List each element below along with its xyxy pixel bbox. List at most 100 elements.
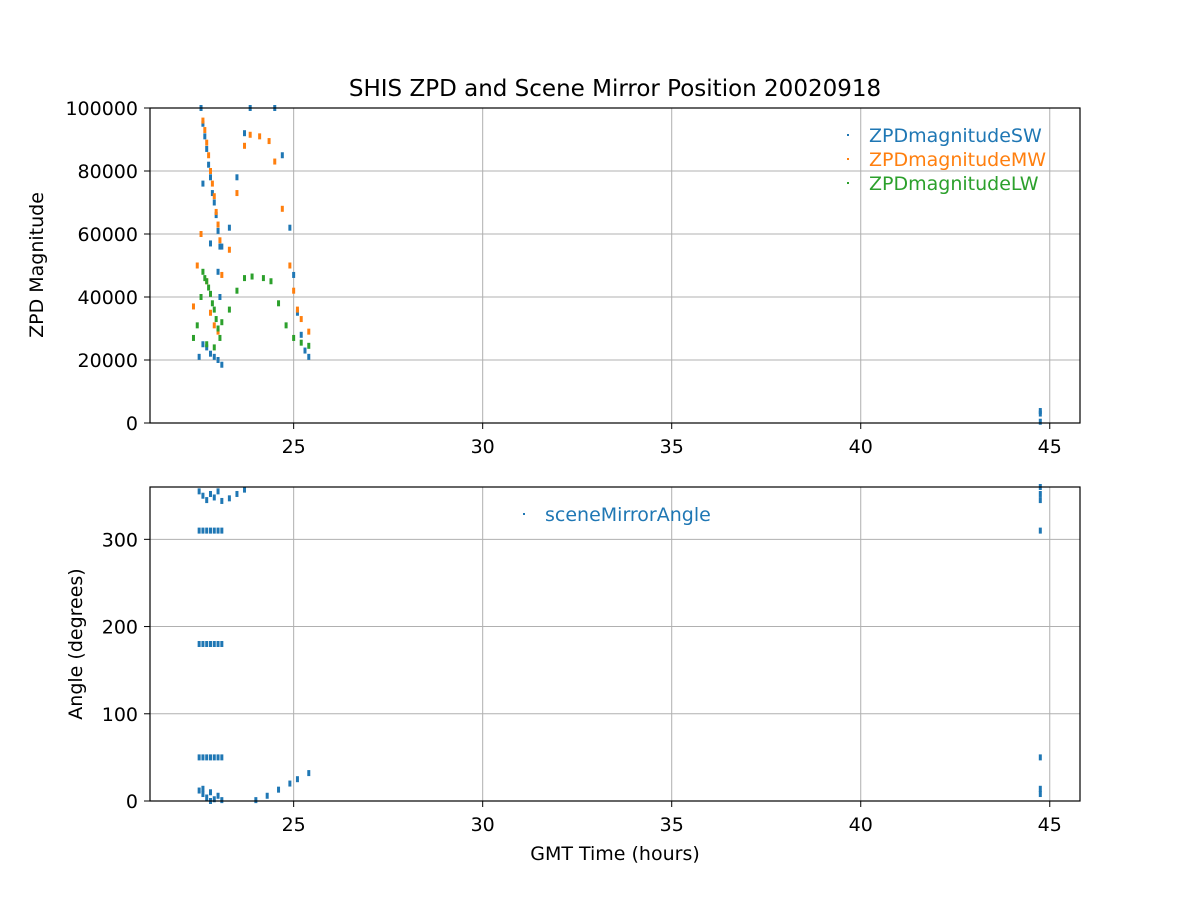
data-point: [210, 300, 214, 307]
zpd-y-axis-label: ZPD Magnitude: [26, 192, 48, 338]
data-point: [292, 271, 296, 278]
data-point: [207, 284, 211, 291]
data-point: [220, 754, 224, 761]
data-point: [191, 303, 195, 310]
data-point: [216, 357, 220, 363]
data-point: [205, 754, 209, 761]
x-axis-label: GMT Time (hours): [530, 843, 700, 865]
x-tick-label: 40: [849, 814, 873, 836]
data-point: [201, 492, 205, 499]
data-point: [1038, 418, 1042, 425]
data-point: [197, 641, 201, 647]
data-point: [201, 117, 205, 124]
data-point: [227, 224, 231, 231]
data-point: [212, 796, 216, 803]
data-point: [210, 180, 214, 187]
data-point: [210, 190, 214, 197]
data-point: [1038, 408, 1042, 415]
data-point: [235, 190, 239, 197]
data-point: [227, 495, 231, 502]
y-tick-label: 100000: [65, 98, 138, 120]
data-point: [292, 287, 296, 294]
data-point: [208, 490, 212, 497]
data-point: [208, 309, 212, 316]
data-point: [295, 306, 299, 313]
data-point: [214, 212, 218, 219]
data-point: [227, 246, 231, 253]
data-point: [208, 789, 212, 796]
data-point: [250, 273, 254, 280]
data-point: [288, 262, 292, 269]
y-tick-label: 100: [102, 704, 138, 726]
data-point: [277, 786, 281, 793]
data-point: [208, 174, 212, 181]
data-point: [307, 770, 311, 777]
data-point: [191, 334, 195, 341]
data-point: [201, 785, 205, 792]
data-point: [307, 328, 311, 335]
y-tick-label: 80000: [78, 161, 138, 183]
data-point: [205, 278, 209, 285]
y-tick-label: 300: [102, 529, 138, 551]
data-point: [307, 353, 311, 360]
data-point: [218, 237, 222, 244]
x-tick-label: 45: [1038, 814, 1062, 836]
data-point: [195, 262, 199, 269]
data-point: [220, 271, 224, 278]
data-point: [248, 131, 252, 138]
data-point: [208, 240, 212, 247]
zpd-magnitude-axes: 25 30 35 40 45 0 20000 40000 60000 80000 100000 ZP…: [26, 98, 1081, 458]
y-tick-label: 60000: [78, 224, 138, 246]
y-tick-label: 0: [126, 791, 138, 813]
data-point: [284, 322, 288, 329]
x-tick-label: 45: [1038, 436, 1062, 458]
x-tick-label: 25: [282, 436, 306, 458]
legend-marker: [847, 158, 849, 160]
data-point: [205, 641, 209, 647]
data-point: [212, 306, 216, 313]
data-point: [243, 486, 247, 493]
zpd-axes-frame: [149, 107, 1081, 424]
data-point: [277, 300, 281, 307]
data-point: [267, 138, 271, 145]
data-point: [220, 797, 224, 804]
data-point: [205, 527, 209, 534]
zpd-ticks: 25 30 35 40 45 0 20000 40000 60000 80000 100000: [65, 98, 1061, 458]
data-point: [201, 641, 205, 647]
data-point: [307, 342, 311, 349]
data-point: [214, 316, 218, 323]
angle-ticks: 25 30 35 40 45 0 100 200 300: [102, 529, 1062, 836]
mirror-angle-axes: 25 30 35 40 45 0 100 200 300 Angle (degrees) GMT…: [65, 484, 1081, 865]
data-point: [201, 180, 205, 187]
data-point: [235, 287, 239, 294]
data-point: [243, 142, 247, 149]
data-point: [1038, 527, 1042, 534]
data-point: [216, 328, 220, 335]
data-point: [299, 316, 303, 323]
data-point: [216, 325, 220, 332]
data-point: [208, 350, 212, 357]
x-tick-label: 40: [849, 436, 873, 458]
x-tick-label: 25: [282, 814, 306, 836]
data-point: [197, 527, 201, 534]
data-point: [216, 641, 220, 647]
data-point: [199, 294, 203, 300]
data-point: [288, 224, 292, 231]
zpd-legend: ZPDmagnitudeSWZPDmagnitudeMWZPDmagnitude…: [847, 125, 1046, 195]
data-point: [299, 331, 303, 338]
data-point: [218, 294, 222, 300]
data-point: [227, 306, 231, 313]
data-point: [216, 268, 220, 275]
data-point: [212, 641, 216, 647]
data-point: [212, 353, 216, 360]
y-tick-label: 200: [102, 617, 138, 639]
y-tick-label: 20000: [78, 350, 138, 372]
data-point: [220, 641, 224, 647]
data-point: [1038, 791, 1042, 798]
data-point: [212, 527, 216, 534]
data-point: [197, 488, 201, 495]
data-point: [212, 494, 216, 501]
data-point: [205, 341, 209, 348]
